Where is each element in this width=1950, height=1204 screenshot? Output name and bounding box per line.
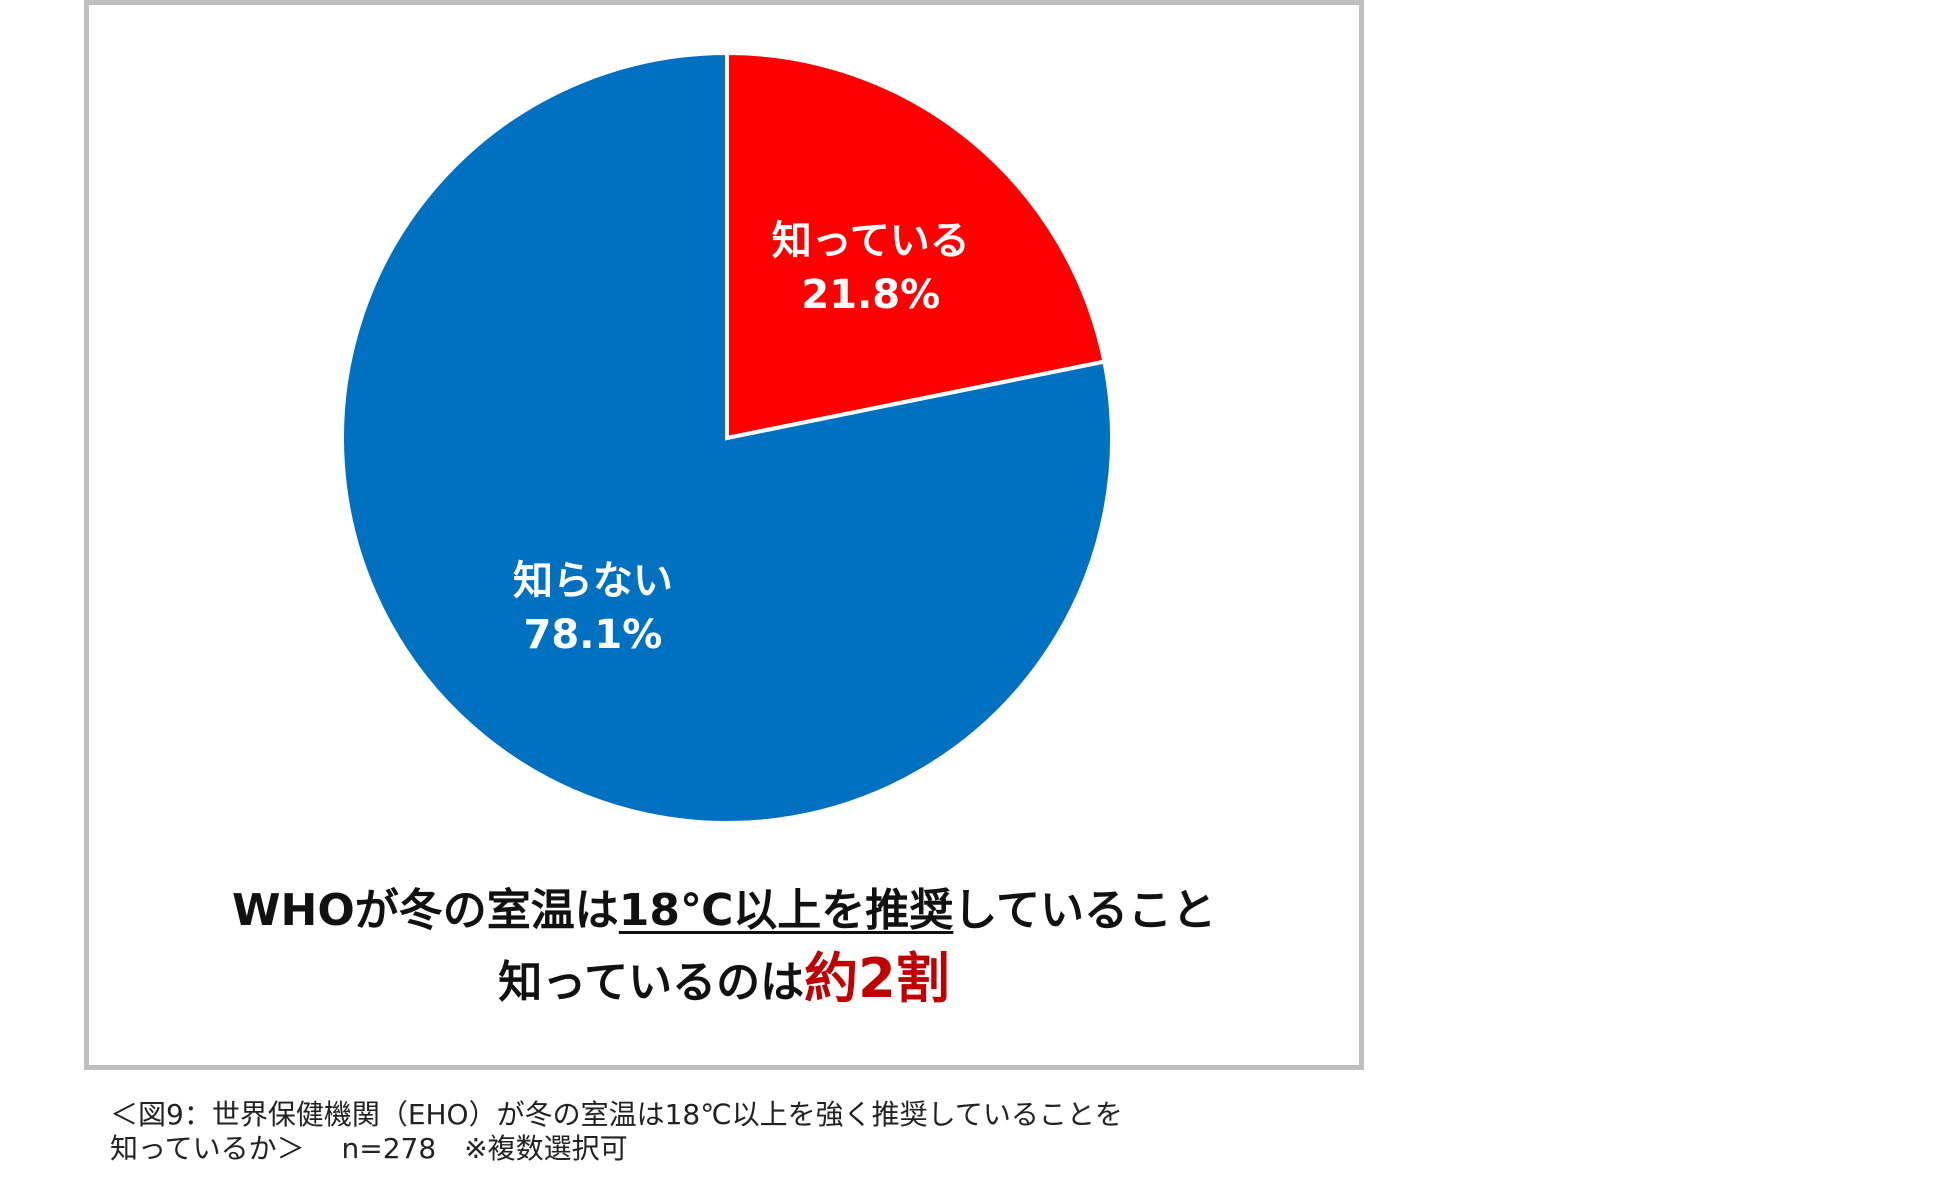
- headline-line-1: WHOが冬の室温は18℃以上を推奨していること: [89, 883, 1359, 939]
- pie-chart: 知っている 21.8% 知らない 78.1%: [340, 50, 1114, 825]
- slice-label-1: 知っている: [772, 218, 970, 264]
- figure-caption: ＜図9：世界保健機関（EHO）が冬の室温は18℃以上を強く推奨していることを 知…: [110, 1098, 1123, 1166]
- pie-slice-1: [725, 50, 1107, 441]
- pie-slice-2: [340, 50, 1114, 825]
- chart-frame: 知っている 21.8% 知らない 78.1% WHOが冬の室温は18℃以上を推奨してい…: [84, 0, 1364, 1070]
- headline-text-1a: WHOが冬の室温は: [232, 885, 619, 936]
- headline-accent: 約2割: [804, 947, 950, 1010]
- headline-text-2a: 知っているのは: [498, 957, 805, 1008]
- headline-text-1b-underlined: 18℃以上を推奨: [618, 885, 954, 936]
- slice-value-label-2: 78.1%: [524, 612, 663, 658]
- caption-line-1: ＜図9：世界保健機関（EHO）が冬の室温は18℃以上を強く推奨していることを: [110, 1098, 1123, 1131]
- headline-text-1c: していること: [953, 885, 1216, 936]
- slice-value-label-1: 21.8%: [801, 272, 940, 318]
- headline-line-2: 知っているのは約2割: [89, 951, 1359, 1011]
- caption-line-2: 知っているか＞ n=278 ※複数選択可: [110, 1132, 628, 1165]
- slice-label-2: 知らない: [513, 558, 673, 604]
